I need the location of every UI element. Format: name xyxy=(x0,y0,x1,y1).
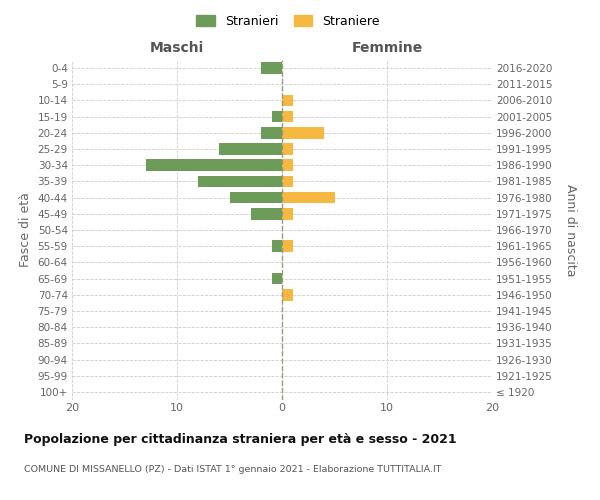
Bar xyxy=(282,127,324,138)
Bar xyxy=(261,127,282,138)
Bar xyxy=(229,192,282,203)
Bar xyxy=(198,176,282,188)
Y-axis label: Fasce di età: Fasce di età xyxy=(19,192,32,268)
Bar xyxy=(219,143,282,155)
Bar xyxy=(282,289,293,300)
Bar xyxy=(271,272,282,284)
Bar xyxy=(282,176,293,188)
Bar xyxy=(282,192,335,203)
Bar xyxy=(282,94,293,106)
Legend: Stranieri, Straniere: Stranieri, Straniere xyxy=(193,11,383,32)
Bar xyxy=(271,111,282,122)
Y-axis label: Anni di nascita: Anni di nascita xyxy=(564,184,577,276)
Bar xyxy=(146,160,282,171)
Bar xyxy=(261,62,282,74)
Text: Popolazione per cittadinanza straniera per età e sesso - 2021: Popolazione per cittadinanza straniera p… xyxy=(24,432,457,446)
Bar xyxy=(282,160,293,171)
Bar xyxy=(282,111,293,122)
Bar xyxy=(282,143,293,155)
Bar xyxy=(271,240,282,252)
Text: Femmine: Femmine xyxy=(352,41,422,55)
Bar xyxy=(282,240,293,252)
Bar xyxy=(251,208,282,220)
Text: COMUNE DI MISSANELLO (PZ) - Dati ISTAT 1° gennaio 2021 - Elaborazione TUTTITALIA: COMUNE DI MISSANELLO (PZ) - Dati ISTAT 1… xyxy=(24,466,442,474)
Text: Maschi: Maschi xyxy=(150,41,204,55)
Bar xyxy=(282,208,293,220)
